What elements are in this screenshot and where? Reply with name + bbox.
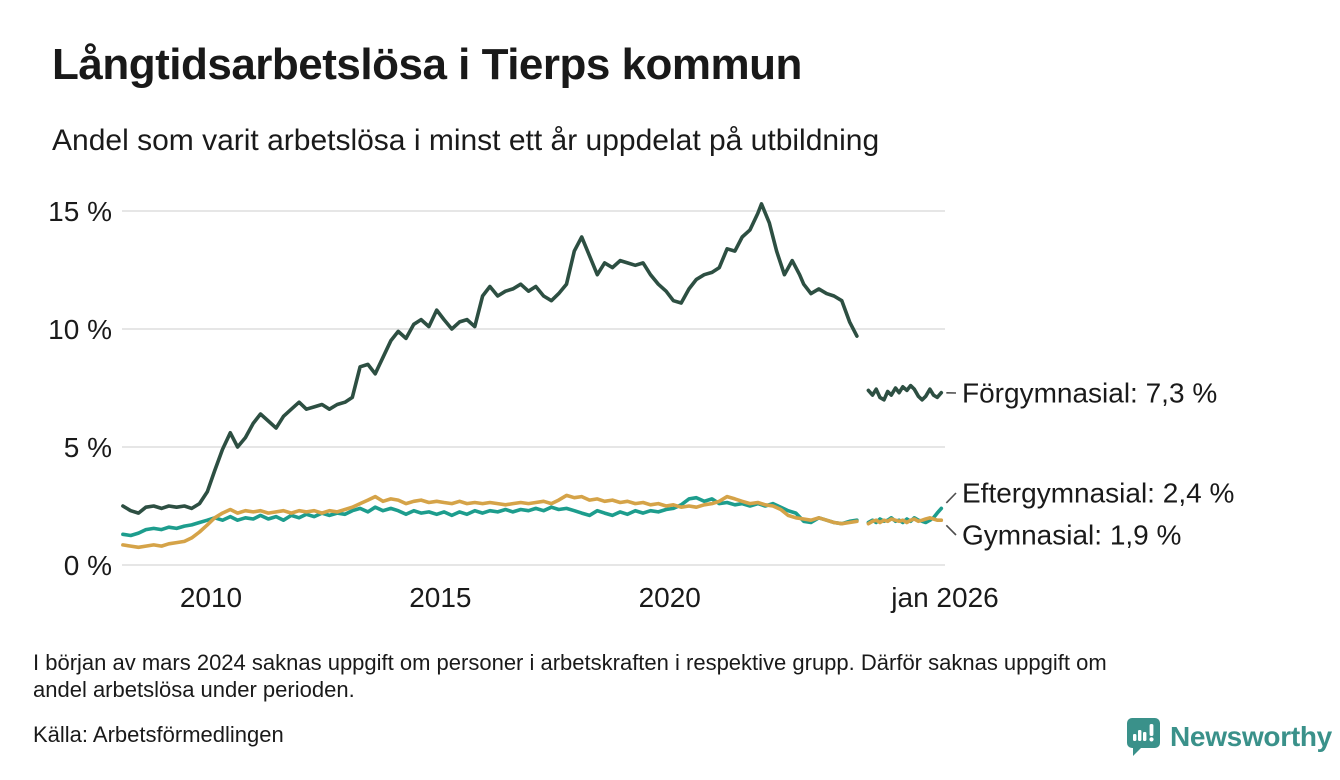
newsworthy-wordmark: Newsworthy bbox=[1170, 721, 1332, 752]
series-line-eftergymnasial bbox=[121, 495, 859, 538]
chart-footnote: I början av mars 2024 saknas uppgift om … bbox=[33, 649, 1283, 703]
page-title: Långtidsarbetslösa i Tierps kommun bbox=[52, 40, 802, 89]
source-label: Källa: Arbetsförmedlingen bbox=[33, 722, 284, 747]
x-tick-label: 2010 bbox=[180, 582, 242, 613]
x-tick-label: 2015 bbox=[409, 582, 471, 613]
newsworthy-logo: Newsworthy bbox=[1126, 717, 1332, 757]
series-line-gymnasial bbox=[866, 515, 944, 526]
label-leader bbox=[945, 492, 957, 504]
y-tick-label: 5 % bbox=[64, 432, 112, 463]
newsworthy-icon bbox=[1127, 718, 1160, 756]
y-tick-label: 15 % bbox=[48, 196, 112, 227]
series-end-label-gymnasial: Gymnasial: 1,9 % bbox=[962, 520, 1181, 551]
footnote-line-2: andel arbetslösa under perioden. bbox=[33, 677, 355, 702]
series-end-label-förgymnasial: Förgymnasial: 7,3 % bbox=[962, 378, 1217, 409]
series-line-förgymnasial bbox=[121, 202, 859, 515]
y-tick-label: 10 % bbox=[48, 314, 112, 345]
series-line-gymnasial bbox=[121, 493, 859, 550]
y-tick-label: 0 % bbox=[64, 550, 112, 581]
chart-subtitle: Andel som varit arbetslösa i minst ett å… bbox=[52, 124, 880, 157]
x-tick-label: 2020 bbox=[639, 582, 701, 613]
series-line-förgymnasial bbox=[866, 383, 944, 402]
x-tick-label: jan 2026 bbox=[890, 582, 998, 613]
label-leader bbox=[945, 524, 957, 536]
footnote-line-1: I början av mars 2024 saknas uppgift om … bbox=[33, 650, 1107, 675]
series-end-label-eftergymnasial: Eftergymnasial: 2,4 % bbox=[962, 478, 1234, 509]
